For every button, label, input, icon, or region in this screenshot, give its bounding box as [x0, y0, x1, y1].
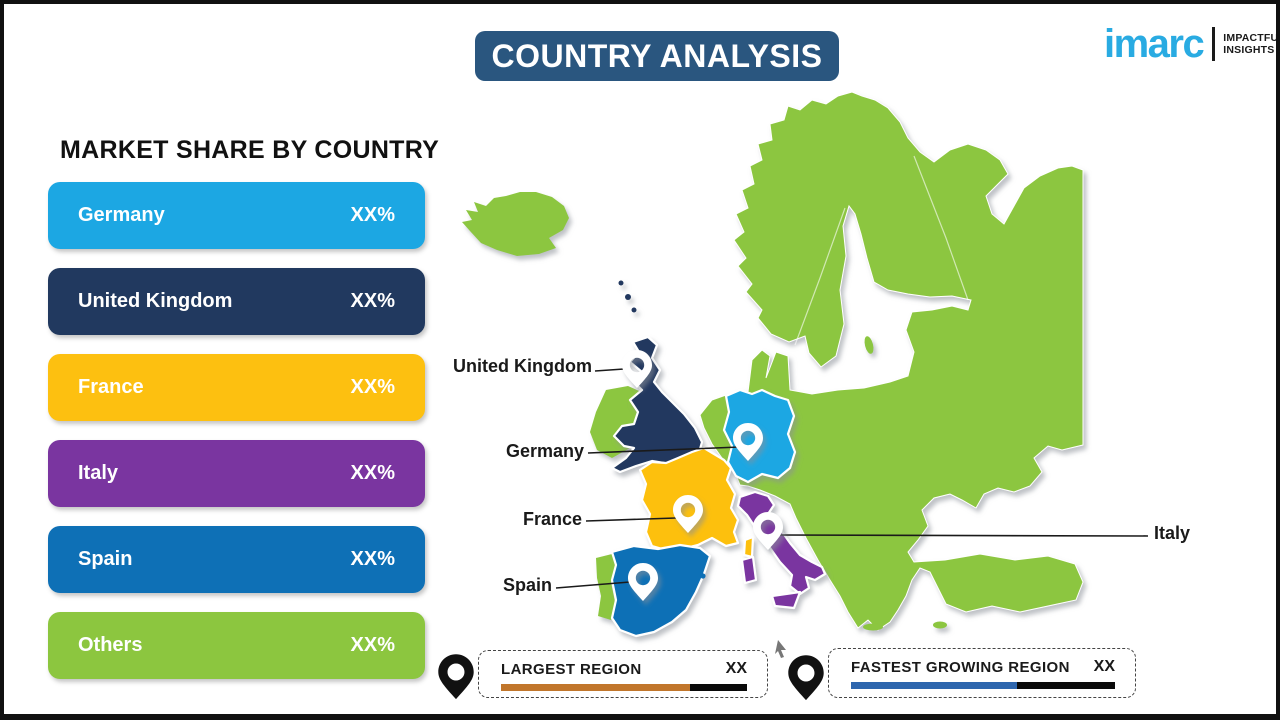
- legend-largest-bar-black: [690, 684, 747, 691]
- legend-fastest-bar-black: [1017, 682, 1115, 689]
- map-region-iceland: [462, 192, 569, 256]
- bar-value: XX%: [350, 376, 395, 398]
- legend-fastest-label: FASTEST GROWING REGION: [851, 658, 1070, 676]
- map-region-portugal: [596, 554, 616, 620]
- title-banner: COUNTRY ANALYSIS: [475, 31, 839, 81]
- market-share-bar-italy: Italy XX%: [48, 440, 425, 507]
- bar-value: XX%: [350, 634, 395, 656]
- border-norway-sweden: [794, 207, 846, 346]
- connector-spain: [555, 581, 631, 589]
- bar-label: United Kingdom: [78, 290, 233, 312]
- map-island-shetland-1: [618, 280, 624, 286]
- map-country-spain: [610, 543, 712, 638]
- map-island-crete: [863, 623, 883, 631]
- logo-tagline-line2: INSIGHTS: [1223, 44, 1275, 56]
- map-label-united-kingdom: United Kingdom: [453, 356, 592, 376]
- map-label-france: France: [522, 509, 582, 529]
- legend-fastest-value: XX: [1093, 658, 1115, 675]
- market-share-bar-france: France XX%: [48, 354, 425, 421]
- market-share-heading: MARKET SHARE BY COUNTRY: [60, 136, 440, 164]
- legend-largest-label: LARGEST REGION: [501, 660, 642, 678]
- bar-label: Germany: [78, 204, 165, 226]
- legend-fastest-bar-colored: [851, 682, 1018, 689]
- map-label-germany: Germany: [505, 441, 584, 461]
- logo-divider: [1212, 27, 1216, 61]
- map-label-spain: Spain: [502, 575, 552, 595]
- map-region-others-mainland: [699, 91, 1084, 631]
- legend-largest-region: LARGEST REGION XX: [478, 650, 768, 698]
- map-island-sardinia: [740, 555, 758, 585]
- map-island-gotland: [864, 336, 874, 354]
- map-island-balearic-1: [689, 567, 697, 575]
- map-label-italy: Italy: [1154, 523, 1191, 543]
- bar-value: XX%: [350, 462, 395, 484]
- connector-italy: [779, 534, 1149, 537]
- map-island-cyprus: [933, 621, 947, 629]
- border-finland-russia: [913, 155, 969, 301]
- legend-largest-bar-colored: [501, 684, 691, 691]
- market-share-bar-spain: Spain XX%: [48, 526, 425, 593]
- mouse-cursor: [775, 640, 786, 658]
- legend-fastest-growing-region: FASTEST GROWING REGION XX: [828, 648, 1136, 698]
- map-island-shetland-2: [625, 294, 631, 300]
- legend-pin-icon-largest: [438, 654, 474, 700]
- logo-tagline-line1: IMPACTFUL: [1223, 32, 1280, 44]
- legend-fastest-bar: [851, 682, 1115, 689]
- market-share-bar-germany: Germany XX%: [48, 182, 425, 249]
- legend-box-fastest: FASTEST GROWING REGION XX: [828, 648, 1136, 698]
- bar-label: Italy: [78, 462, 119, 484]
- legend-largest-value: XX: [725, 660, 747, 677]
- bar-label: Spain: [78, 548, 133, 570]
- connector-united-kingdom: [594, 368, 625, 372]
- map-island-sicily: [770, 590, 802, 610]
- map-island-corsica: [742, 535, 755, 559]
- legend-largest-bar: [501, 684, 747, 691]
- market-share-bar-united-kingdom: United Kingdom XX%: [48, 268, 425, 335]
- bar-value: XX%: [350, 548, 395, 570]
- map-island-balearic-2: [700, 573, 706, 579]
- legend-pin-icon-fastest: [788, 655, 824, 701]
- connector-france: [585, 517, 677, 522]
- market-share-bar-others: Others XX%: [48, 612, 425, 679]
- map-island-shetland-3: [631, 307, 637, 313]
- bar-label: France: [78, 376, 144, 398]
- imarc-logo-wordmark: imarc: [1104, 22, 1205, 66]
- market-share-bar-list: Germany XX% United Kingdom XX% France XX…: [48, 182, 425, 679]
- logo-tagline: IMPACTFUL INSIGHTS: [1223, 32, 1280, 56]
- bar-value: XX%: [350, 290, 395, 312]
- bar-label: Others: [78, 634, 143, 656]
- connector-germany: [587, 446, 741, 454]
- imarc-logo: imarc IMPACTFUL INSIGHTS: [1104, 24, 1280, 64]
- legend-box-largest: LARGEST REGION XX: [478, 650, 768, 698]
- bar-value: XX%: [350, 204, 395, 226]
- page-title: COUNTRY ANALYSIS: [491, 37, 823, 74]
